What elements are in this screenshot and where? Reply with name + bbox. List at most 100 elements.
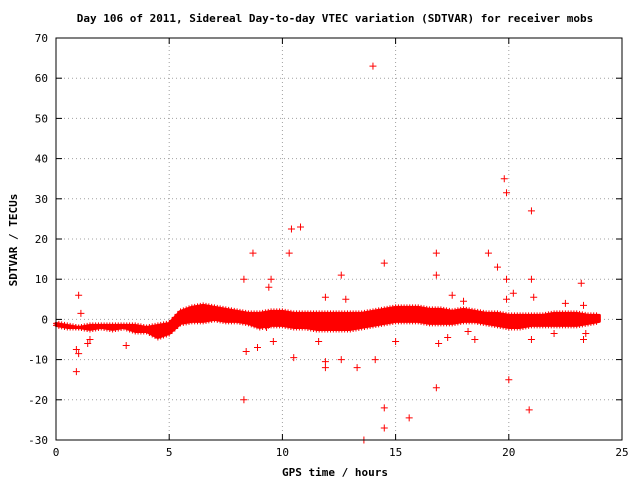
data-point <box>471 308 478 315</box>
data-point <box>580 336 588 343</box>
data-point <box>126 326 133 333</box>
data-point <box>77 309 85 317</box>
data-point <box>494 310 501 317</box>
data-point <box>115 325 122 332</box>
data-point <box>378 306 385 313</box>
data-point <box>285 249 293 257</box>
data-point <box>440 306 447 313</box>
data-point <box>509 289 517 297</box>
data-point <box>372 321 379 328</box>
data-point <box>350 325 357 332</box>
data-point <box>242 309 249 316</box>
data-point <box>593 318 600 325</box>
data-point <box>463 306 470 313</box>
data-point <box>239 309 246 316</box>
data-point <box>353 364 361 372</box>
data-point <box>483 320 490 327</box>
data-point <box>435 340 443 348</box>
data-point <box>405 414 413 422</box>
x-tick-label: 25 <box>615 446 628 459</box>
data-point <box>234 318 241 325</box>
data-point <box>420 305 427 312</box>
data-point <box>297 223 305 231</box>
data-point <box>466 307 473 314</box>
data-point <box>251 322 258 329</box>
data-point <box>287 323 294 330</box>
data-point <box>457 306 464 313</box>
data-point <box>380 259 388 267</box>
data-point <box>202 317 209 324</box>
data-point <box>72 368 80 376</box>
data-point <box>337 356 345 364</box>
data-point <box>265 308 272 315</box>
data-point <box>219 317 226 324</box>
data-point <box>582 329 590 337</box>
data-point <box>310 325 317 332</box>
data-point <box>287 225 295 233</box>
data-point <box>81 325 88 332</box>
data-point <box>437 306 444 313</box>
data-point <box>163 331 170 338</box>
data-point <box>369 322 376 329</box>
data-point <box>174 311 181 318</box>
data-point <box>242 348 250 356</box>
data-point <box>485 320 492 327</box>
data-point <box>446 307 453 314</box>
data-point <box>321 364 329 372</box>
data-point <box>180 319 187 326</box>
y-tick-label: 50 <box>35 112 48 125</box>
data-point <box>423 305 430 312</box>
data-point <box>259 323 266 330</box>
data-point <box>160 321 167 328</box>
data-point <box>89 325 96 332</box>
data-point <box>477 309 484 316</box>
data-point <box>505 376 513 384</box>
data-point <box>174 322 181 329</box>
data-point <box>474 308 481 315</box>
data-point <box>194 303 201 310</box>
data-point <box>154 322 161 329</box>
data-point <box>337 271 345 279</box>
data-point <box>177 320 184 327</box>
data-point <box>352 325 359 332</box>
data-point <box>355 324 362 331</box>
data-point <box>494 322 501 329</box>
data-point <box>369 62 377 70</box>
data-point <box>101 324 108 331</box>
data-point <box>211 304 218 311</box>
data-point <box>491 321 498 328</box>
y-axis-tick-labels: -30 -20 -10 0 10 20 30 40 50 60 70 <box>28 32 48 447</box>
data-point <box>471 336 479 343</box>
data-point <box>500 175 508 183</box>
data-point <box>358 324 365 331</box>
data-point <box>242 319 249 326</box>
data-points <box>53 62 601 444</box>
data-point <box>118 324 125 331</box>
data-point <box>279 322 286 329</box>
data-point <box>375 321 382 328</box>
data-point <box>590 319 597 326</box>
data-point <box>522 323 529 330</box>
data-point <box>500 323 507 330</box>
data-point <box>367 308 374 315</box>
data-point <box>582 320 589 327</box>
y-tick-label: -20 <box>28 394 48 407</box>
y-tick-label: -30 <box>28 434 48 447</box>
data-point <box>361 323 368 330</box>
data-point <box>285 323 292 330</box>
data-point <box>577 279 585 287</box>
data-point <box>415 318 422 325</box>
data-point <box>321 358 329 366</box>
data-point <box>527 207 535 215</box>
x-axis-tick-labels: 0 5 10 15 20 25 <box>53 446 629 459</box>
data-point <box>573 322 580 329</box>
data-point <box>259 309 266 316</box>
data-point <box>263 323 271 331</box>
axis-ticks <box>55 37 623 441</box>
data-point <box>500 311 507 318</box>
data-point <box>92 325 99 332</box>
data-point <box>471 318 478 325</box>
data-point <box>539 312 546 319</box>
data-point <box>84 325 91 332</box>
